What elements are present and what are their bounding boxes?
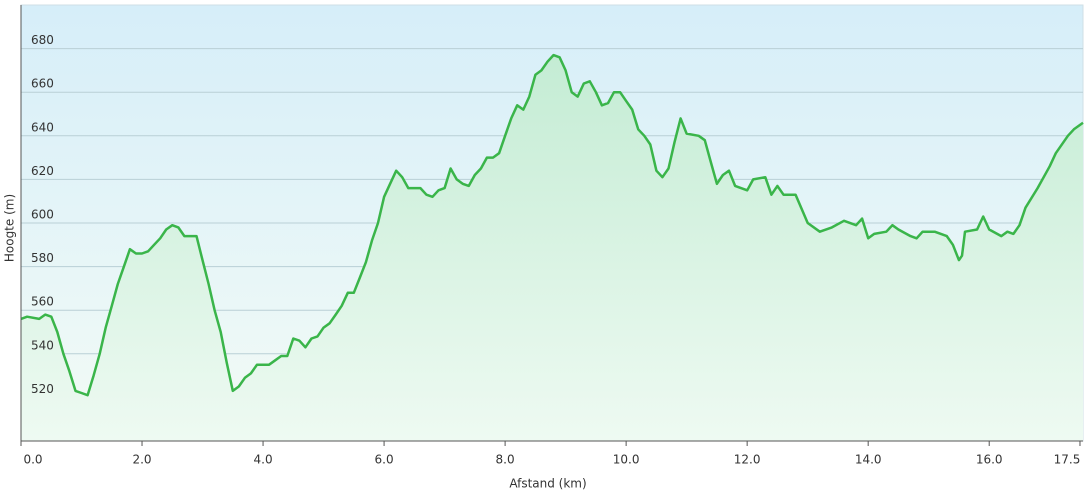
x-axis-label: Afstand (km): [509, 477, 586, 491]
elevation-line: [20, 53, 1084, 397]
y-tick-label: 520: [31, 382, 54, 396]
y-tick-label: 560: [31, 295, 54, 309]
x-tick-label: 16.0: [976, 453, 1003, 467]
y-tick-label: 640: [31, 120, 54, 134]
y-tick-label: 660: [31, 77, 54, 91]
x-tick-label: 14.0: [855, 453, 882, 467]
x-tick-label: 12.0: [734, 453, 761, 467]
y-tick-label: 540: [31, 338, 54, 352]
x-tick-label: 10.0: [613, 453, 640, 467]
x-tick-label: 4.0: [254, 453, 273, 467]
y-tick-label: 680: [31, 33, 54, 47]
area-fill: [21, 55, 1083, 441]
x-tick-label: 0.0: [23, 453, 42, 467]
y-tick-label: 620: [31, 164, 54, 178]
y-tick-label: 580: [31, 251, 54, 265]
x-tick-label: 17.5: [1054, 453, 1081, 467]
y-tick-label: 600: [31, 208, 54, 222]
x-tick-label: 8.0: [496, 453, 515, 467]
x-tick-label: 2.0: [132, 453, 151, 467]
x-tick-label: 6.0: [375, 453, 394, 467]
y-axis-label: Hoogte (m): [3, 194, 17, 262]
